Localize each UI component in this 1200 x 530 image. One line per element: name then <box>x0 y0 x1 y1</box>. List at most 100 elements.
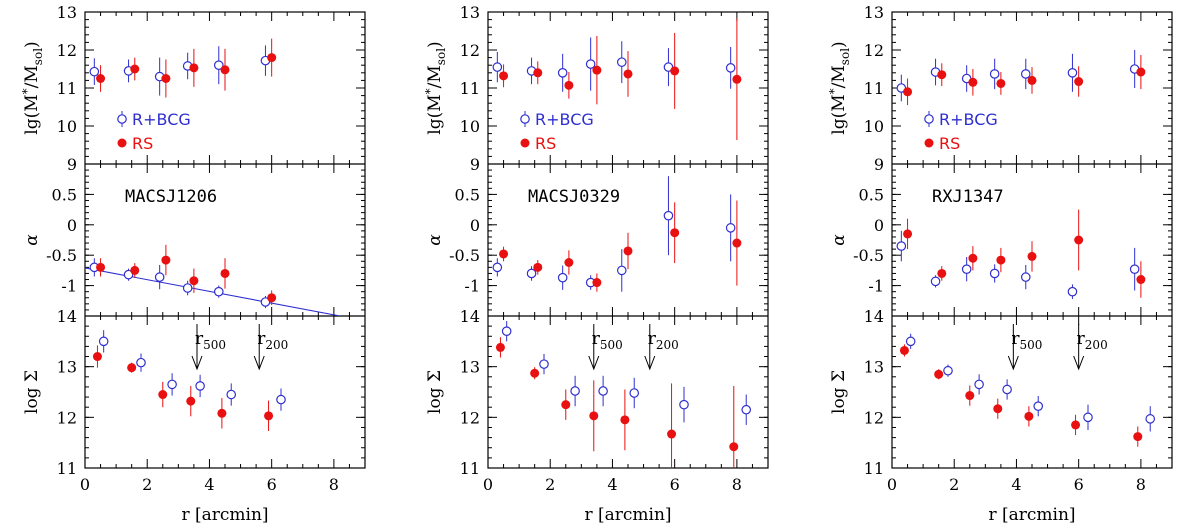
y-tick-label: 12 <box>460 41 480 60</box>
alpha-rs-series <box>903 209 1146 298</box>
r200-label-main: r <box>1077 329 1086 349</box>
data-point-filled <box>899 345 909 355</box>
y-tick-label: 9 <box>67 155 77 174</box>
data-point-filled <box>1027 75 1037 85</box>
r500-marker: r500 <box>588 324 623 371</box>
data-point-open <box>1067 286 1078 297</box>
data-point-filled <box>732 74 742 84</box>
mstar-rs-series <box>96 38 277 98</box>
r200-arrow-head <box>644 355 656 371</box>
data-point-filled <box>158 390 168 400</box>
mstar-rbcg-series <box>896 50 1140 102</box>
y-tick-label: 0.5 <box>859 185 884 204</box>
data-point-open <box>989 268 1000 279</box>
r500-label-sub: 500 <box>600 338 623 352</box>
legend-marker-rbcg <box>117 114 127 124</box>
data-point-filled <box>533 262 543 272</box>
alpha-rbcg-series <box>492 176 736 292</box>
x-tick-label: 0 <box>483 475 493 494</box>
x-tick-label: 6 <box>267 475 277 494</box>
r200-marker: r200 <box>1073 324 1108 371</box>
y-tick-label: 14 <box>57 307 77 326</box>
y-axis-label-sigma: log Σ <box>829 370 849 414</box>
data-point-open <box>123 269 134 280</box>
legend-marker-rbcg <box>520 114 530 124</box>
legend-label-rbcg: R+BCG <box>939 110 998 129</box>
data-point-open <box>616 57 627 67</box>
x-tick-label: 8 <box>1136 475 1146 494</box>
y-axis-label-sigma: log Σ <box>425 370 445 414</box>
data-point-filled <box>670 228 680 238</box>
mstar-rbcg-series <box>89 45 271 96</box>
data-point-open <box>616 265 627 276</box>
data-point-filled <box>968 77 978 87</box>
data-point-filled <box>499 249 509 259</box>
data-point-filled <box>592 278 602 288</box>
x-tick-label: 4 <box>607 475 617 494</box>
y-axis-label-mstar: lg(M*/Msol) <box>827 41 852 134</box>
data-point-open <box>905 336 916 347</box>
data-point-open <box>930 276 941 287</box>
y-tick-label: 13 <box>57 358 77 377</box>
r500-marker: r500 <box>1007 324 1042 371</box>
data-point-open <box>557 68 568 78</box>
sigma-rbcg-series <box>905 333 1156 432</box>
r500-label: r500 <box>195 329 226 352</box>
data-point-filled <box>934 369 944 379</box>
data-point-open <box>1033 401 1044 411</box>
y-axis-label-mstar: lg(M*/Msol) <box>20 41 45 134</box>
x-tick-label: 2 <box>949 475 959 494</box>
data-point-open <box>182 283 193 293</box>
x-tick-label: 4 <box>1011 475 1021 494</box>
data-point-filled <box>189 276 199 286</box>
data-point-open <box>961 264 972 274</box>
legend-label-rbcg: R+BCG <box>132 110 191 129</box>
y-tick-label: 0.5 <box>52 185 77 204</box>
y-tick-label: 13 <box>864 3 884 22</box>
data-point-open <box>213 60 224 70</box>
r500-marker: r500 <box>191 324 226 371</box>
r200-label-sub: 200 <box>656 338 679 352</box>
data-point-filled <box>620 415 630 425</box>
data-point-filled <box>533 68 543 78</box>
y-tick-label: 9 <box>874 155 884 174</box>
data-point-filled <box>495 342 505 352</box>
panel-rxj1347: 9 10 11 12 13 lg(M*/Msol) -1 -0.5 0 0.5 α 11 12 13 14 l… <box>827 3 1173 525</box>
data-point-open <box>526 268 537 279</box>
data-point-open <box>725 223 736 233</box>
data-point-open <box>539 359 549 369</box>
data-point-filled <box>996 255 1006 265</box>
r500-label-sub: 500 <box>1019 338 1042 352</box>
x-tick-label: 6 <box>1074 475 1084 494</box>
data-point-filled <box>623 246 633 256</box>
data-point-open <box>276 394 286 405</box>
x-tick-label: 2 <box>545 475 555 494</box>
data-point-open <box>226 389 237 400</box>
data-point-open <box>167 379 177 390</box>
y-tick-label: 11 <box>460 459 480 478</box>
alpha-rs-series <box>96 244 277 306</box>
data-point-filled <box>561 400 571 410</box>
y-tick-label: 10 <box>57 117 77 136</box>
mstar-rs-series <box>903 54 1146 106</box>
y-axis-label-sigma: log Σ <box>22 370 42 414</box>
data-point-open <box>492 62 503 72</box>
data-point-filled <box>1071 420 1081 430</box>
data-point-filled <box>564 257 574 267</box>
y-axis-label-text: log Σ <box>829 370 849 414</box>
data-point-open <box>492 262 503 273</box>
data-point-open <box>598 386 608 396</box>
x-tick-label: 6 <box>670 475 680 494</box>
y-axis-label-mstar: lg(M*/Msol) <box>423 41 448 134</box>
data-point-filled <box>161 74 171 83</box>
data-point-open <box>725 63 736 73</box>
legend-marker-rbcg <box>924 114 934 124</box>
y-axis-label-alpha: α <box>829 234 849 246</box>
data-point-open <box>213 286 224 297</box>
r500-label-main: r <box>195 329 204 349</box>
r200-label-main: r <box>648 329 657 349</box>
data-point-open <box>629 388 640 398</box>
r200-label-sub: 200 <box>1085 338 1108 352</box>
y-tick-label: 11 <box>460 79 480 98</box>
